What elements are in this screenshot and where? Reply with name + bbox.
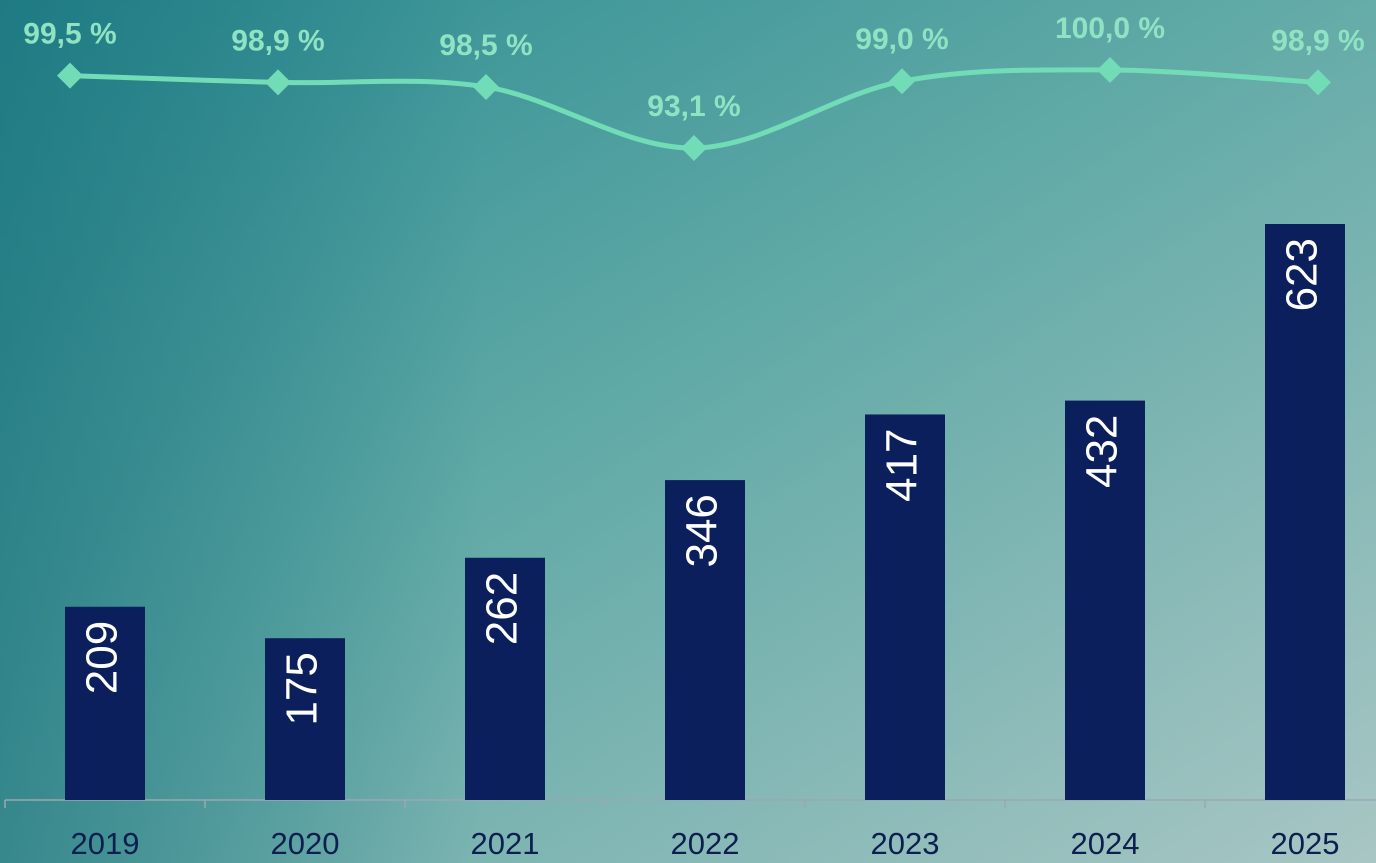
x-tick-label: 2025: [1271, 826, 1340, 861]
bar-value-label: 623: [1278, 238, 1327, 311]
line-marker: [1305, 69, 1331, 96]
line-marker: [889, 68, 915, 95]
bar: [1065, 400, 1145, 800]
bar-value-label: 417: [878, 428, 927, 501]
x-tick-label: 2020: [271, 826, 340, 861]
bar: [665, 480, 745, 800]
bar-value-label: 262: [478, 572, 527, 645]
line-value-label: 99,0 %: [855, 23, 948, 56]
bar: [865, 414, 945, 800]
bar-value-label: 346: [678, 494, 727, 567]
line-marker: [57, 62, 83, 89]
line-value-label: 99,5 %: [23, 18, 116, 51]
bar: [65, 606, 145, 800]
bar-value-label: 175: [278, 652, 327, 725]
line-value-label: 98,9 %: [231, 24, 324, 57]
line-value-label: 98,5 %: [439, 29, 532, 62]
x-tick-label: 2024: [1071, 826, 1140, 861]
bar: [465, 557, 545, 800]
line-marker: [1097, 57, 1123, 83]
line-marker: [473, 73, 499, 100]
x-tick-label: 2022: [671, 826, 740, 861]
x-tick-label: 2021: [471, 826, 540, 861]
bar-value-label: 209: [78, 621, 127, 694]
line-marker: [265, 69, 291, 96]
line-value-label: 98,9 %: [1271, 24, 1364, 57]
bar: [1265, 224, 1345, 800]
line-marker: [681, 135, 707, 161]
x-tick-label: 2023: [871, 826, 940, 861]
line-value-label: 100,0 %: [1055, 12, 1165, 45]
bar-value-label: 432: [1078, 415, 1127, 488]
bar: [265, 638, 345, 800]
x-tick-label: 2019: [71, 826, 140, 861]
line-value-label: 93,1 %: [647, 90, 740, 123]
